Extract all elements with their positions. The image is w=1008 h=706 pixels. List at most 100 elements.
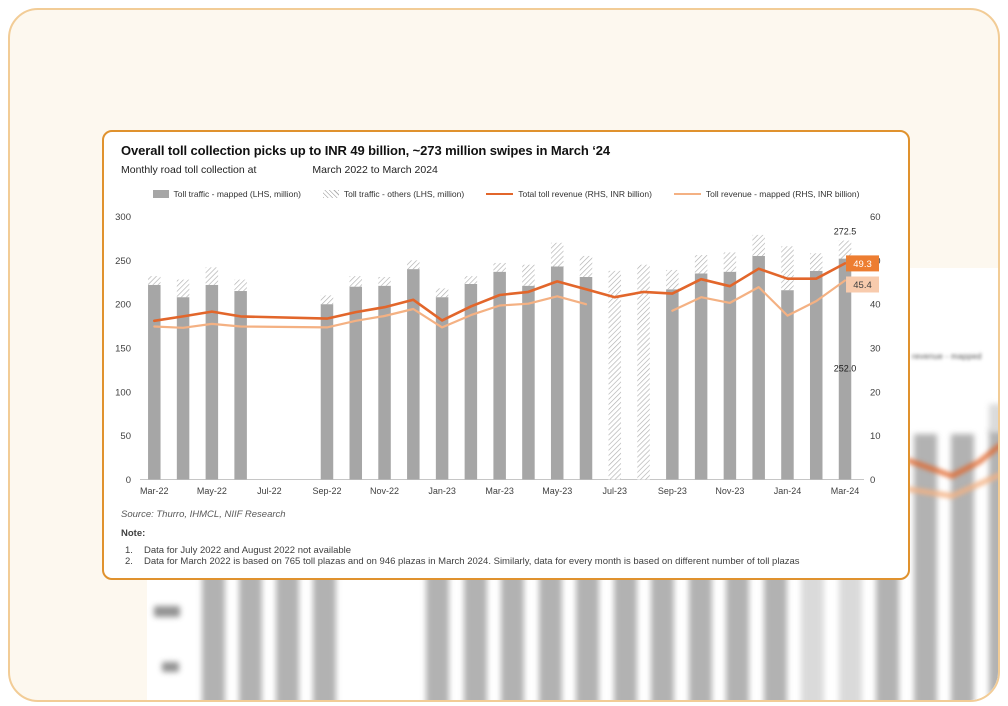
background-bar <box>239 562 262 700</box>
chart-data-labels: 272.5 252.0 49.3 45.4 <box>834 227 880 374</box>
chart-lines <box>153 262 847 329</box>
bar-traffic-others <box>608 270 622 480</box>
x-axis-label: Sep-23 <box>658 486 687 496</box>
dark-line-swatch-icon <box>486 192 514 196</box>
x-axis-label: Mar-22 <box>140 486 169 496</box>
right-axis-tick: 20 <box>870 387 881 398</box>
bar-traffic-others <box>349 276 363 287</box>
chart-bars <box>148 234 852 480</box>
background-bar <box>501 562 524 700</box>
bar-traffic-others <box>407 260 420 270</box>
background-bar <box>538 562 562 700</box>
background-bar <box>988 430 998 700</box>
background-bar <box>202 562 225 700</box>
legend-label: Toll traffic - mapped (LHS, million) <box>173 189 301 199</box>
left-axis-tick: 250 <box>115 256 131 267</box>
bar-traffic-mapped <box>579 276 593 480</box>
bar-traffic-mapped <box>493 271 506 480</box>
bar-traffic-mapped <box>320 304 334 480</box>
background-bar <box>726 562 749 700</box>
bar-traffic-others <box>148 276 161 285</box>
background-bar <box>313 562 336 700</box>
bar-traffic-mapped <box>234 291 247 480</box>
legend-label: Total toll revenue (RHS, INR billion) <box>518 189 652 199</box>
bar-traffic-mapped <box>407 269 420 480</box>
x-axis-label: Jul-23 <box>603 486 628 496</box>
note-text: Data for March 2022 is based on 765 toll… <box>144 555 800 567</box>
bar-traffic-others <box>464 276 478 285</box>
legend-label: Toll traffic - others (LHS, million) <box>343 189 465 199</box>
source-line: Source: Thurro, IHMCL, NIIF Research <box>121 509 286 520</box>
bar-traffic-others <box>176 279 190 298</box>
left-axis-tick: 200 <box>115 300 131 311</box>
x-axis-label: Jul-22 <box>257 486 282 496</box>
bar-traffic-mapped <box>752 255 765 480</box>
bar-traffic-mapped <box>723 271 737 480</box>
x-axis-label: Nov-23 <box>715 486 744 496</box>
label-mapped-revenue: 45.4 <box>853 280 872 291</box>
subtitle-period: March 2022 to March 2024 <box>312 164 438 176</box>
bar-traffic-others <box>666 269 679 290</box>
note-number: 2. <box>125 555 133 567</box>
legend-item-total-revenue: Total toll revenue (RHS, INR billion) <box>486 189 652 199</box>
bar-traffic-mapped <box>666 289 679 480</box>
x-axis-label: May-23 <box>542 486 572 496</box>
toll-chart: 0501001502002503000102030405060Mar-22May… <box>115 212 881 496</box>
x-axis-label: Jan-23 <box>428 486 456 496</box>
background-bar <box>651 562 674 700</box>
report-page: revenue - mapped Overall toll collection… <box>8 8 1000 702</box>
background-bar <box>913 434 937 700</box>
background-axis-smudge <box>162 662 179 672</box>
notes-list: 1. Data for July 2022 and August 2022 no… <box>125 545 800 567</box>
background-bar <box>763 562 787 700</box>
bar-traffic-others <box>838 240 852 259</box>
bar-traffic-others <box>579 255 593 277</box>
bar-traffic-mapped <box>809 270 823 480</box>
background-bar <box>426 562 449 700</box>
right-axis-tick: 30 <box>870 344 881 355</box>
note-text: Data for July 2022 and August 2022 not a… <box>144 545 352 556</box>
label-total-revenue: 49.3 <box>853 259 872 270</box>
right-axis-tick: 40 <box>870 300 881 311</box>
x-axis-label: Jan-24 <box>774 486 802 496</box>
bar-traffic-others <box>234 279 247 292</box>
right-axis-tick: 10 <box>870 431 881 442</box>
background-axis-smudge <box>154 606 180 617</box>
bar-traffic-mapped <box>522 285 535 480</box>
left-axis-tick: 50 <box>120 431 131 442</box>
bar-traffic-others <box>378 276 391 286</box>
label-box-mapped-revenue <box>846 276 880 293</box>
bar-traffic-mapped <box>176 297 190 480</box>
background-bar <box>838 562 862 700</box>
bar-traffic-mapped <box>205 284 219 480</box>
left-axis-tick: 100 <box>115 387 131 398</box>
x-axis-label: May-22 <box>197 486 227 496</box>
label-mapped-traffic: 252.0 <box>834 364 857 374</box>
bar-traffic-mapped <box>464 284 478 480</box>
legend-label: Toll revenue - mapped (RHS, INR billion) <box>705 189 860 199</box>
bar-traffic-others <box>550 242 564 267</box>
background-bar <box>276 562 299 700</box>
left-axis-tick: 0 <box>126 475 131 486</box>
chart-legend: Toll traffic - mapped (LHS, million) Tol… <box>104 189 908 199</box>
bar-traffic-mapped <box>435 297 449 480</box>
bar-traffic-mapped <box>694 273 708 480</box>
background-legend-fragment: revenue - mapped <box>912 352 982 361</box>
solid-bar-swatch-icon <box>152 190 169 198</box>
total-revenue-line <box>153 262 847 323</box>
note-label: Note: <box>121 528 146 539</box>
x-axis-label: Sep-22 <box>312 486 341 496</box>
card-subtitle: Monthly road toll collection at March 202… <box>121 164 438 176</box>
label-total-traffic: 272.5 <box>834 227 857 237</box>
hatched-bar-swatch-icon <box>322 190 339 198</box>
bar-traffic-others <box>781 246 794 291</box>
background-bar <box>876 562 899 700</box>
background-bar <box>463 562 487 700</box>
bar-traffic-others <box>435 288 449 298</box>
background-blurred-lines <box>907 443 998 499</box>
left-axis-tick: 150 <box>115 344 131 355</box>
legend-item-traffic-mapped: Toll traffic - mapped (LHS, million) <box>152 189 301 199</box>
label-box-total-revenue <box>846 255 880 272</box>
x-axis-label: Mar-24 <box>831 486 860 496</box>
